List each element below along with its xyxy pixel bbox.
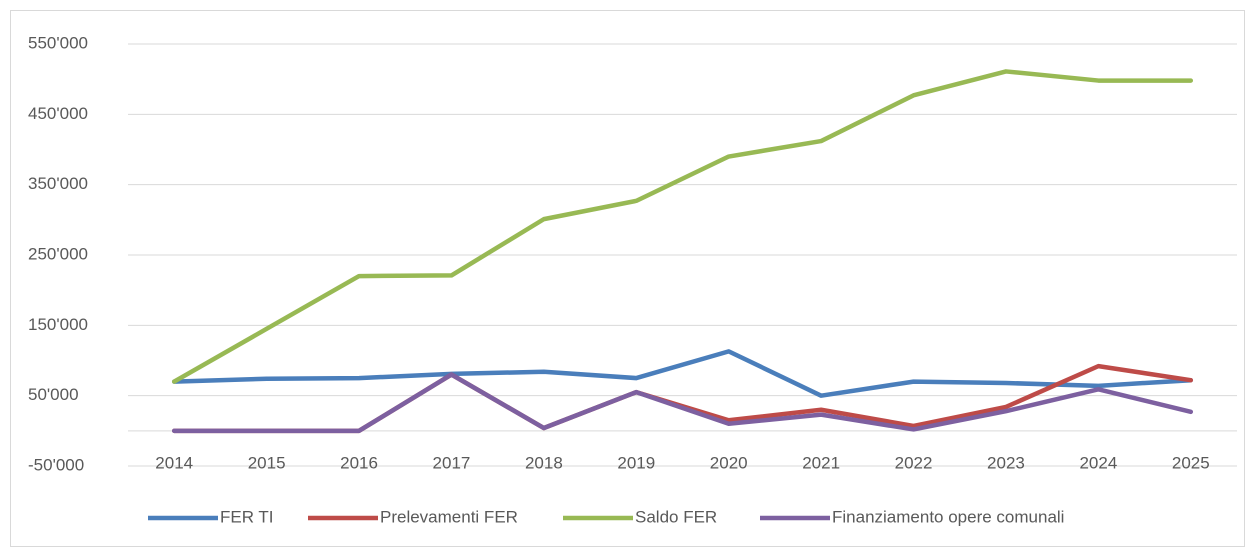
series-line	[171, 372, 1194, 434]
x-tick-label: 2019	[617, 453, 655, 472]
y-tick-label: 550'000	[28, 33, 88, 52]
x-tick-label: 2020	[710, 453, 748, 472]
legend-label: Saldo FER	[635, 507, 717, 526]
x-tick-label: 2015	[248, 453, 286, 472]
y-tick-label: -50'000	[28, 455, 84, 474]
x-tick-label: 2025	[1172, 453, 1210, 472]
x-tick-label: 2017	[433, 453, 471, 472]
legend-label: FER TI	[220, 507, 274, 526]
x-tick-label: 2022	[895, 453, 933, 472]
y-tick-label: 150'000	[28, 315, 88, 334]
series-line	[171, 349, 1194, 398]
x-tick-label: 2016	[340, 453, 378, 472]
y-tick-label: 350'000	[28, 174, 88, 193]
x-tick-label: 2024	[1079, 453, 1117, 472]
legend-label: Finanziamento opere comunali	[832, 507, 1064, 526]
x-tick-label: 2021	[802, 453, 840, 472]
y-tick-label: 50'000	[28, 385, 79, 404]
chart-border	[10, 10, 1245, 547]
y-tick-label: 450'000	[28, 104, 88, 123]
series-line	[171, 69, 1194, 384]
y-tick-label: 250'000	[28, 244, 88, 263]
x-tick-label: 2023	[987, 453, 1025, 472]
x-tick-label: 2018	[525, 453, 563, 472]
x-tick-label: 2014	[155, 453, 193, 472]
legend-label: Prelevamenti FER	[380, 507, 518, 526]
